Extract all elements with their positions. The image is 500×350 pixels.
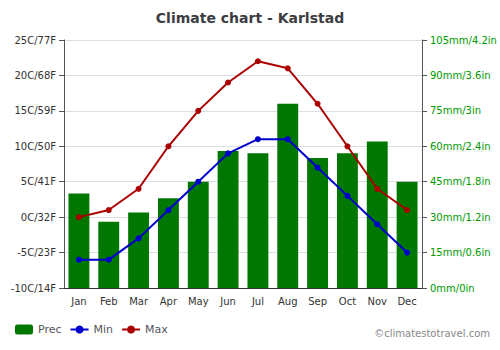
svg-text:75mm/3in: 75mm/3in xyxy=(430,105,481,116)
svg-text:25C/77F: 25C/77F xyxy=(14,35,56,46)
svg-text:Aug: Aug xyxy=(278,296,298,307)
svg-text:Prec: Prec xyxy=(38,323,62,336)
svg-text:30mm/1.2in: 30mm/1.2in xyxy=(430,212,491,223)
svg-text:Mar: Mar xyxy=(129,296,149,307)
svg-text:Max: Max xyxy=(145,323,168,336)
svg-text:©climatestotravel.com: ©climatestotravel.com xyxy=(374,328,490,339)
svg-text:20C/68F: 20C/68F xyxy=(14,70,56,81)
svg-text:Feb: Feb xyxy=(100,296,118,307)
svg-text:Dec: Dec xyxy=(397,296,416,307)
svg-text:Sep: Sep xyxy=(308,296,327,307)
svg-text:0C/32F: 0C/32F xyxy=(21,212,56,223)
svg-text:15mm/0.6in: 15mm/0.6in xyxy=(430,247,491,258)
svg-text:Oct: Oct xyxy=(339,296,356,307)
svg-text:45mm/1.8in: 45mm/1.8in xyxy=(430,176,491,187)
svg-text:Jul: Jul xyxy=(251,296,264,307)
svg-text:Nov: Nov xyxy=(367,296,387,307)
svg-text:15C/59F: 15C/59F xyxy=(14,105,56,116)
svg-text:-10C/14F: -10C/14F xyxy=(11,283,56,294)
svg-text:60mm/2.4in: 60mm/2.4in xyxy=(430,141,491,152)
svg-text:5C/41F: 5C/41F xyxy=(21,176,56,187)
svg-text:90mm/3.6in: 90mm/3.6in xyxy=(430,70,491,81)
svg-text:Jan: Jan xyxy=(70,296,86,307)
svg-text:Jun: Jun xyxy=(219,296,236,307)
svg-text:Climate chart - Karlstad: Climate chart - Karlstad xyxy=(156,10,344,26)
svg-text:10C/50F: 10C/50F xyxy=(14,141,56,152)
svg-text:0mm/0in: 0mm/0in xyxy=(430,283,475,294)
svg-text:May: May xyxy=(188,296,209,307)
svg-text:Min: Min xyxy=(94,323,114,336)
svg-text:-5C/23F: -5C/23F xyxy=(17,247,56,258)
svg-text:Apr: Apr xyxy=(160,296,178,307)
svg-text:105mm/4.2in: 105mm/4.2in xyxy=(430,35,497,46)
